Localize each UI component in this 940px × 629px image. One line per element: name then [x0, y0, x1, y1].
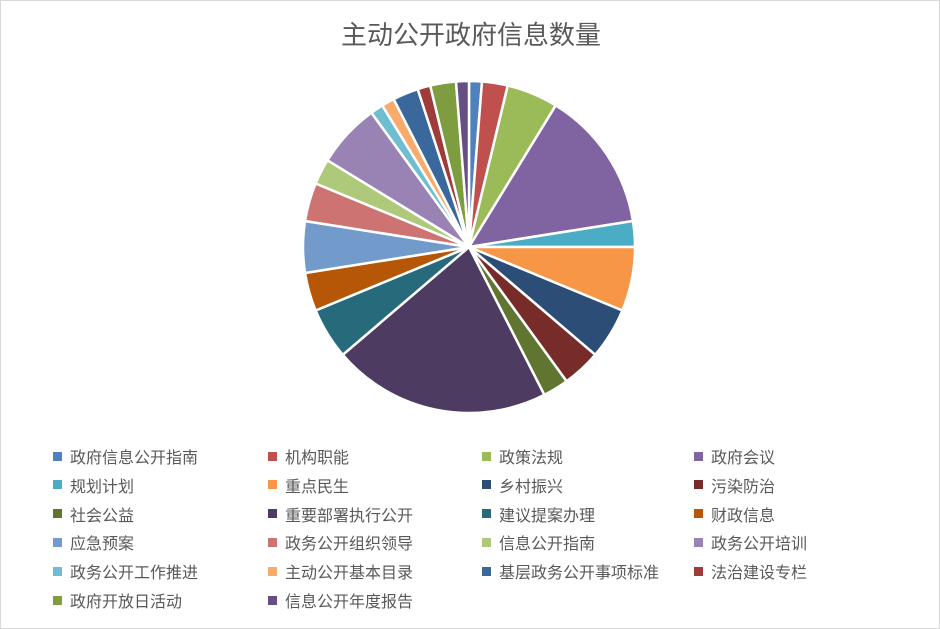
- legend-swatch: [268, 480, 277, 490]
- legend-label: 主动公开基本目录: [285, 563, 414, 583]
- legend-label: 规划计划: [70, 476, 135, 496]
- legend-label: 信息公开年度报告: [285, 592, 414, 611]
- legend-item: 应急预案: [53, 530, 134, 554]
- legend-item: 重点民生: [268, 473, 349, 497]
- legend-swatch: [694, 509, 703, 519]
- legend-label: 财政信息: [711, 505, 776, 525]
- legend-label: 应急预案: [70, 534, 135, 554]
- legend-label: 重点民生: [285, 476, 350, 496]
- legend-swatch: [482, 480, 491, 490]
- legend-swatch: [53, 451, 62, 461]
- legend-swatch: [694, 537, 703, 547]
- legend-label: 政务公开工作推进: [70, 563, 199, 583]
- legend-swatch: [53, 509, 62, 519]
- legend-swatch: [694, 566, 703, 576]
- legend-label: 政务公开组织领导: [285, 534, 414, 554]
- legend-label: 政府信息公开指南: [70, 448, 199, 467]
- legend-swatch: [268, 509, 277, 519]
- legend-item: 乡村振兴: [482, 473, 563, 497]
- legend-item: 建议提案办理: [482, 502, 595, 526]
- legend-item: 信息公开年度报告: [268, 588, 413, 612]
- legend-item: 政府信息公开指南: [53, 444, 198, 468]
- legend-item: 政务公开工作推进: [53, 559, 198, 583]
- legend-swatch: [268, 451, 277, 461]
- pie-slice: [341, 245, 546, 415]
- legend-swatch: [482, 509, 491, 519]
- legend-swatch: [482, 537, 491, 547]
- legend-label: 政府开放日活动: [70, 592, 183, 611]
- legend-swatch: [694, 480, 703, 490]
- legend-label: 政策法规: [499, 448, 564, 467]
- legend-swatch: [53, 595, 62, 605]
- legend-item: 社会公益: [53, 502, 134, 526]
- legend-item: 财政信息: [694, 502, 775, 526]
- legend-swatch: [268, 566, 277, 576]
- legend-label: 社会公益: [70, 505, 135, 525]
- legend-label: 机构职能: [285, 448, 350, 467]
- legend-item: 污染防治: [694, 473, 775, 497]
- legend-swatch: [268, 537, 277, 547]
- pie-chart: [301, 79, 637, 415]
- legend-label: 政务公开培训: [711, 534, 808, 554]
- legend-item: 主动公开基本目录: [268, 559, 413, 583]
- legend-swatch: [268, 595, 277, 605]
- legend-swatch: [53, 566, 62, 576]
- legend-item: 政务公开培训: [694, 530, 807, 554]
- legend-swatch: [482, 566, 491, 576]
- legend-item: 法治建设专栏: [694, 559, 807, 583]
- pie-slice: [454, 79, 471, 249]
- legend-item: 政府会议: [694, 444, 775, 468]
- legend-item: 机构职能: [268, 444, 349, 468]
- legend-item: 规划计划: [53, 473, 134, 497]
- legend-item: 政务公开组织领导: [268, 530, 413, 554]
- legend-swatch: [53, 537, 62, 547]
- legend-label: 信息公开指南: [499, 534, 596, 554]
- legend-item: 政府开放日活动: [53, 588, 182, 612]
- legend-label: 污染防治: [711, 476, 776, 496]
- legend-label: 重要部署执行公开: [285, 505, 414, 525]
- legend-swatch: [482, 451, 491, 461]
- chart-title: 主动公开政府信息数量: [340, 21, 601, 51]
- pie-slice: [467, 104, 635, 249]
- legend-label: 基层政务公开事项标准: [499, 563, 660, 583]
- legend-item: 基层政务公开事项标准: [482, 559, 659, 583]
- legend-item: 政策法规: [482, 444, 563, 468]
- legend-swatch: [53, 480, 62, 490]
- legend-label: 建议提案办理: [499, 505, 596, 525]
- legend-label: 政府会议: [711, 448, 776, 467]
- legend-label: 法治建设专栏: [711, 563, 808, 583]
- legend-item: 信息公开指南: [482, 530, 595, 554]
- legend-label: 乡村振兴: [499, 476, 564, 496]
- legend-item: 重要部署执行公开: [268, 502, 413, 526]
- legend-swatch: [694, 451, 703, 461]
